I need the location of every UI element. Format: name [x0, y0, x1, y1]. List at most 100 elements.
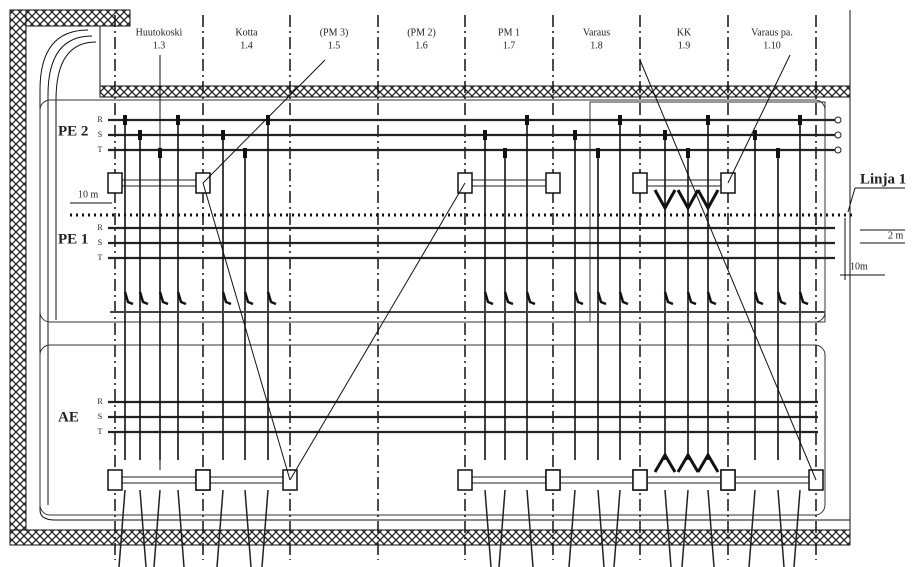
- switch: [140, 292, 148, 304]
- column-name: PM 1: [498, 27, 520, 38]
- drop-out: [140, 490, 146, 567]
- disconnector: [596, 148, 600, 158]
- disconnector: [221, 130, 225, 140]
- phase-label: T: [98, 253, 103, 262]
- switchyard-drawing: Huutokoski1.3Kotta1.4(PM 3)1.5(PM 2)1.6P…: [0, 0, 915, 567]
- switch: [708, 292, 716, 304]
- switch: [778, 292, 786, 304]
- beam-post: [633, 470, 647, 490]
- disconnector: [176, 115, 180, 125]
- drop-out: [499, 490, 505, 567]
- beam-post: [108, 173, 122, 193]
- drop-out: [154, 490, 160, 567]
- drop-out: [794, 490, 800, 567]
- beam-post: [458, 470, 472, 490]
- line-label: Linja 1: [860, 171, 906, 187]
- column-number: 1.4: [240, 40, 253, 51]
- dimension: 10m: [850, 261, 868, 272]
- column-number: 1.5: [328, 40, 341, 51]
- column-name: KK: [677, 27, 692, 38]
- disconnector: [138, 130, 142, 140]
- switch: [245, 292, 253, 304]
- phase-label: S: [98, 130, 102, 139]
- column-name: (PM 3): [320, 27, 349, 38]
- bus-end: [835, 147, 841, 153]
- disconnector: [663, 130, 667, 140]
- drop-out: [178, 490, 184, 567]
- disconnector: [243, 148, 247, 158]
- disconnector: [573, 130, 577, 140]
- drop-out: [598, 490, 604, 567]
- switch: [755, 292, 763, 304]
- section-label: PE 1: [58, 231, 88, 247]
- column-number: 1.7: [503, 40, 516, 51]
- bus-end: [835, 132, 841, 138]
- beam-post: [196, 470, 210, 490]
- disconnector: [776, 148, 780, 158]
- switch: [505, 292, 513, 304]
- drop-out: [665, 490, 671, 567]
- column-number: 1.10: [763, 40, 781, 51]
- drop-out: [569, 490, 575, 567]
- drop-out: [245, 490, 251, 567]
- disconnector: [483, 130, 487, 140]
- column-name: (PM 2): [407, 27, 436, 38]
- column-number: 1.8: [590, 40, 603, 51]
- column-number: 1.9: [678, 40, 691, 51]
- drop-out: [119, 490, 125, 567]
- column-number: 1.6: [415, 40, 428, 51]
- drop-out: [262, 490, 268, 567]
- leader: [848, 188, 855, 212]
- disconnector: [753, 130, 757, 140]
- phase-label: R: [97, 223, 103, 232]
- disconnector: [618, 115, 622, 125]
- drop-out: [708, 490, 714, 567]
- section-label: AE: [58, 409, 79, 425]
- beam-post: [546, 173, 560, 193]
- dimension: 2 m: [888, 230, 904, 241]
- column-name: Huutokoski: [136, 27, 183, 38]
- phase-label: T: [98, 145, 103, 154]
- switch: [575, 292, 583, 304]
- phase-label: S: [98, 412, 102, 421]
- drop-out: [614, 490, 620, 567]
- switch: [598, 292, 606, 304]
- switch: [527, 292, 535, 304]
- disconnector: [503, 148, 507, 158]
- walls: [10, 10, 850, 545]
- switch: [688, 292, 696, 304]
- switch: [178, 292, 186, 304]
- phase-label: T: [98, 427, 103, 436]
- beam-post: [721, 470, 735, 490]
- drop-out: [527, 490, 533, 567]
- beam-post: [546, 470, 560, 490]
- disconnector: [706, 115, 710, 125]
- switch: [268, 292, 276, 304]
- beam-post: [633, 173, 647, 193]
- switch: [485, 292, 493, 304]
- diagonal: [203, 60, 325, 183]
- v-tie: [655, 455, 675, 472]
- phase-label: R: [97, 397, 103, 406]
- disconnector: [123, 115, 127, 125]
- switch: [160, 292, 168, 304]
- drop-out: [749, 490, 755, 567]
- disconnector: [798, 115, 802, 125]
- switch: [800, 292, 808, 304]
- dimension: 10 m: [78, 189, 99, 200]
- section-label: PE 2: [58, 123, 88, 139]
- bus-end: [835, 117, 841, 123]
- drop-out: [217, 490, 223, 567]
- beam-post: [108, 470, 122, 490]
- drop-out: [778, 490, 784, 567]
- disconnector: [525, 115, 529, 125]
- switch: [125, 292, 133, 304]
- drop-out: [682, 490, 688, 567]
- column-name: Kotta: [235, 27, 258, 38]
- phase-label: S: [98, 238, 102, 247]
- column-name: Varaus: [583, 27, 610, 38]
- v-tie: [678, 455, 698, 472]
- v-tie: [698, 455, 718, 472]
- switch: [223, 292, 231, 304]
